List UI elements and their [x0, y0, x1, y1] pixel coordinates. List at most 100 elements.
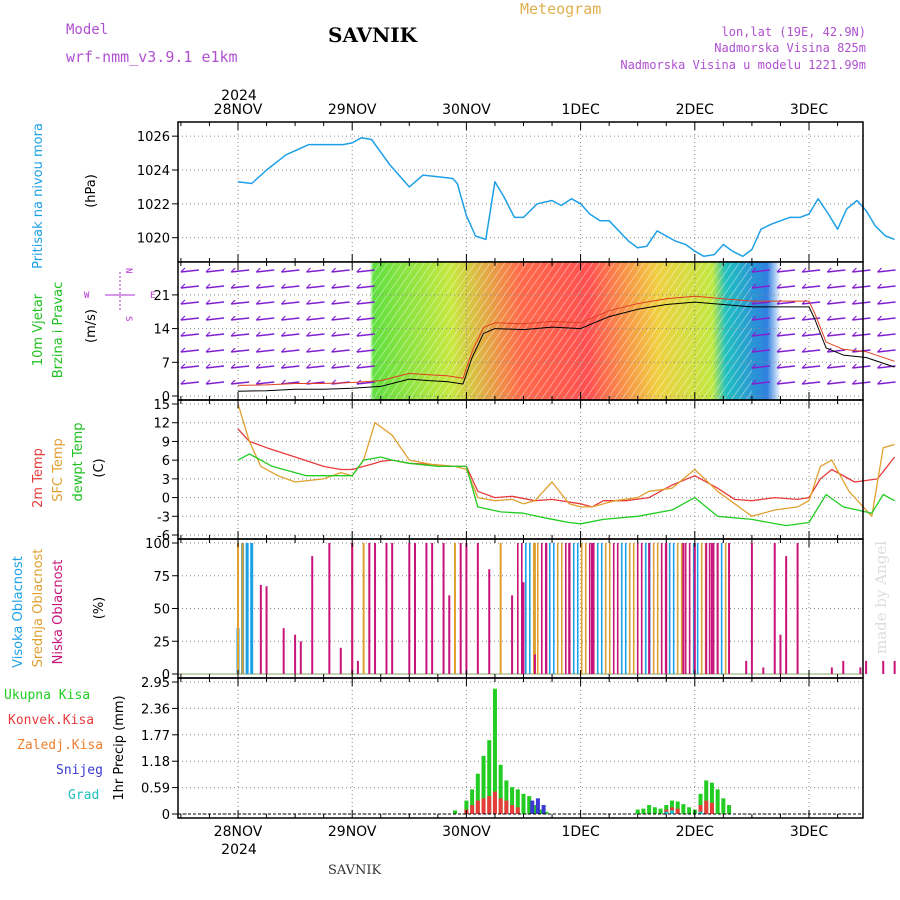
precip-bar	[698, 811, 703, 814]
wind-barb	[205, 381, 225, 385]
wind-barb	[356, 363, 362, 369]
compass-w: W	[84, 291, 90, 301]
precip-bar	[487, 796, 492, 814]
wind-barb	[776, 363, 782, 369]
wind-barb	[256, 285, 275, 289]
precip-bar	[510, 787, 515, 814]
precip-bar	[464, 800, 469, 814]
precip-bar	[664, 811, 669, 814]
temp-line-2	[237, 453, 895, 527]
wind-barb	[306, 283, 311, 289]
precip-bar	[675, 801, 680, 814]
wind-barb	[877, 267, 882, 273]
wind-barb	[356, 349, 375, 353]
wind-barb	[776, 349, 796, 353]
wind-barb	[331, 267, 337, 273]
precip-bar	[498, 764, 503, 814]
wind-barb	[255, 299, 261, 305]
wind-barb	[827, 301, 846, 305]
wind-barb	[180, 381, 199, 385]
wind-barb	[877, 349, 896, 353]
precip-bar	[721, 798, 726, 814]
precip-tick-label: 1.18	[141, 755, 170, 770]
wind-barb	[255, 379, 261, 385]
wind-barb	[801, 315, 807, 321]
wind-barb	[180, 363, 186, 369]
wind-barb	[826, 379, 832, 385]
conv-precip-label: Konvek.Kisa	[8, 713, 94, 728]
wind-barb	[180, 301, 199, 305]
time-label-top: 2DEC	[676, 102, 715, 118]
wind-barb	[281, 317, 300, 321]
precip-bar	[635, 809, 640, 814]
wind-barb	[205, 365, 225, 369]
year-top: 2024	[221, 88, 257, 104]
wind-ylabel: 10m Vjetar	[31, 293, 46, 366]
wind-barb	[776, 347, 782, 353]
wind-barb	[306, 365, 325, 369]
wind-gust-line	[237, 295, 895, 386]
wind-barb	[826, 315, 832, 321]
wind-barb	[280, 363, 286, 369]
wind-barb	[280, 299, 286, 305]
temp-line-1	[237, 403, 895, 517]
precip-bar	[470, 789, 475, 814]
wind-barb	[331, 285, 350, 289]
precip-bar	[515, 789, 520, 814]
precip-bar	[510, 805, 515, 814]
compass-n: N	[123, 268, 133, 273]
wind-barb	[205, 299, 211, 305]
precip-bar	[498, 798, 503, 814]
wind-barb	[356, 365, 375, 369]
wind-barb	[331, 269, 350, 273]
dewpt-ylabel: dewpt Temp	[71, 422, 86, 501]
wind-barb	[356, 331, 362, 337]
temperature-tick-label: 0	[162, 492, 170, 507]
wind-barb	[801, 347, 807, 353]
precip-bar	[698, 793, 703, 814]
wind-barb	[801, 267, 807, 273]
wind-barb	[802, 285, 821, 289]
wind-barb	[306, 267, 311, 273]
precip-bar	[709, 802, 714, 814]
wind-barb	[356, 381, 375, 385]
wind-barb	[852, 269, 871, 273]
wind-barb	[751, 267, 757, 273]
wind-barb	[280, 347, 286, 353]
wind-barb	[802, 365, 821, 369]
wind-barb	[230, 347, 236, 353]
wind-tick-label: 14	[153, 323, 170, 338]
wind-barb	[306, 349, 325, 353]
wind-barb	[306, 333, 325, 337]
wind-tick-label: 7	[162, 356, 170, 371]
wind-barb	[852, 285, 871, 289]
wind-barb	[776, 333, 796, 337]
wind-barb	[776, 381, 796, 385]
wind-barb	[877, 315, 882, 321]
wind-barb	[751, 379, 757, 385]
wind-barb	[180, 365, 199, 369]
elevation-label: Nadmorska Visina 825m	[714, 41, 866, 55]
precip-bar	[704, 800, 709, 814]
wind-ylabel2: Brzina i Pravac	[51, 282, 66, 379]
wind-barb	[256, 333, 275, 337]
precip-bar	[698, 805, 703, 814]
temp-unit: (C)	[92, 458, 107, 477]
wind-barb	[331, 365, 350, 369]
wind-barb	[851, 379, 857, 385]
temperature-tick-label: -3	[157, 510, 170, 525]
precip-grid: 0 0.59 1.18 1.77 2.36 2.95	[141, 676, 863, 823]
time-label-top: 1DEC	[561, 102, 600, 118]
precip-tick-label: 2.95	[141, 676, 170, 691]
wind-barb	[802, 349, 821, 353]
wind-barb	[801, 331, 807, 337]
time-label-top: 29NOV	[328, 102, 377, 118]
wind-barb	[776, 301, 796, 305]
wind-barb	[205, 363, 211, 369]
wind-barb	[826, 363, 832, 369]
temperature-tick-label: 12	[153, 417, 170, 432]
precip-bar	[538, 809, 543, 814]
wind-barb	[280, 267, 286, 273]
wind-tick-label: 0	[162, 390, 170, 405]
